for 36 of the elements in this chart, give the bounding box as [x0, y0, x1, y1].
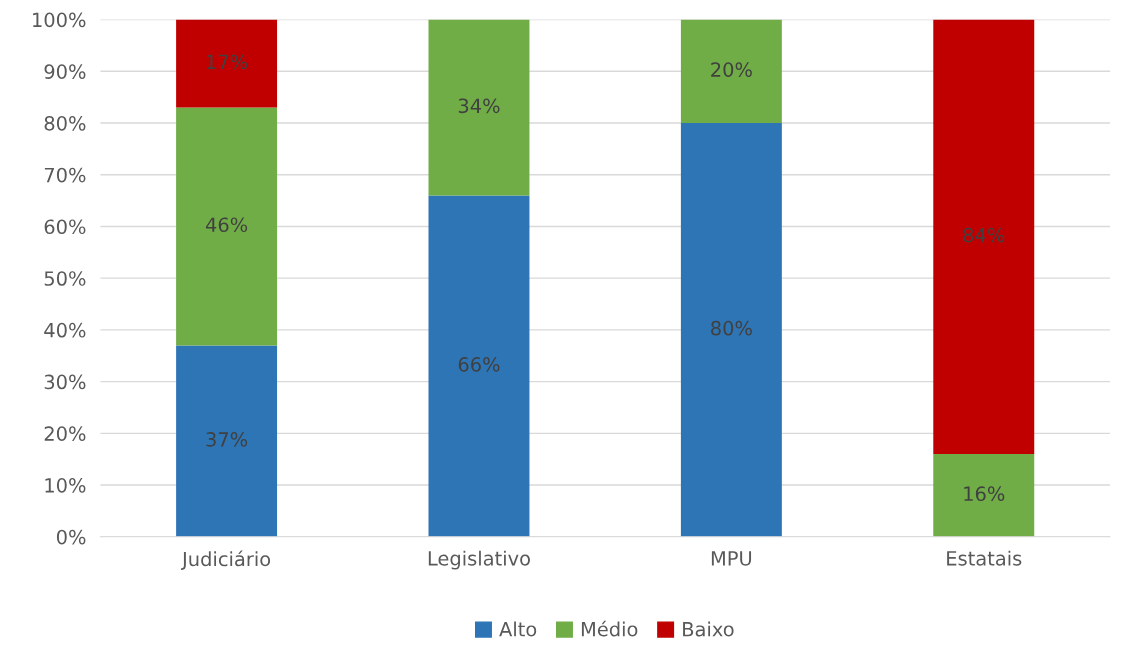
y-tick-label: 60%: [44, 219, 86, 235]
y-tick-label: 40%: [44, 322, 86, 338]
y-tick-label: 50%: [44, 271, 86, 286]
y-tick-label: 100%: [33, 12, 86, 28]
x-tick-label: MPU: [711, 551, 752, 566]
data-label: 84%: [963, 227, 1005, 243]
bar: [428, 19, 530, 196]
bar: [680, 19, 782, 124]
y-tick-label: 80%: [44, 115, 86, 131]
bar: [933, 19, 1035, 455]
y-tick-label: 20%: [44, 426, 86, 441]
x-tick-label: Legislativo: [428, 550, 530, 570]
x-tick-label: Estatais: [947, 550, 1022, 566]
bar: [933, 454, 1035, 537]
y-tick-label: 90%: [44, 64, 86, 79]
bar: [680, 123, 782, 537]
data-label: 46%: [205, 217, 248, 233]
bar: [176, 345, 278, 537]
y-tick-label: 0%: [56, 529, 86, 545]
data-label: 20%: [711, 62, 752, 77]
bar: [176, 107, 278, 346]
y-tick-label: 70%: [44, 167, 86, 183]
data-label: 34%: [458, 98, 500, 114]
legend-label: Baixo: [683, 621, 734, 637]
bar: [428, 195, 530, 537]
legend-label: Alto: [499, 621, 537, 637]
x-tick-label: Judiciário: [181, 550, 271, 570]
legend-label: Médio: [581, 620, 638, 637]
data-label: 16%: [964, 486, 1005, 502]
data-label: 17%: [207, 54, 248, 70]
y-tick-label: 30%: [44, 374, 86, 390]
y-tick-label: 10%: [45, 478, 86, 493]
data-label: 80%: [711, 320, 752, 336]
data-label: 66%: [458, 357, 500, 372]
data-label: 37%: [206, 432, 248, 447]
bar: [176, 19, 278, 108]
